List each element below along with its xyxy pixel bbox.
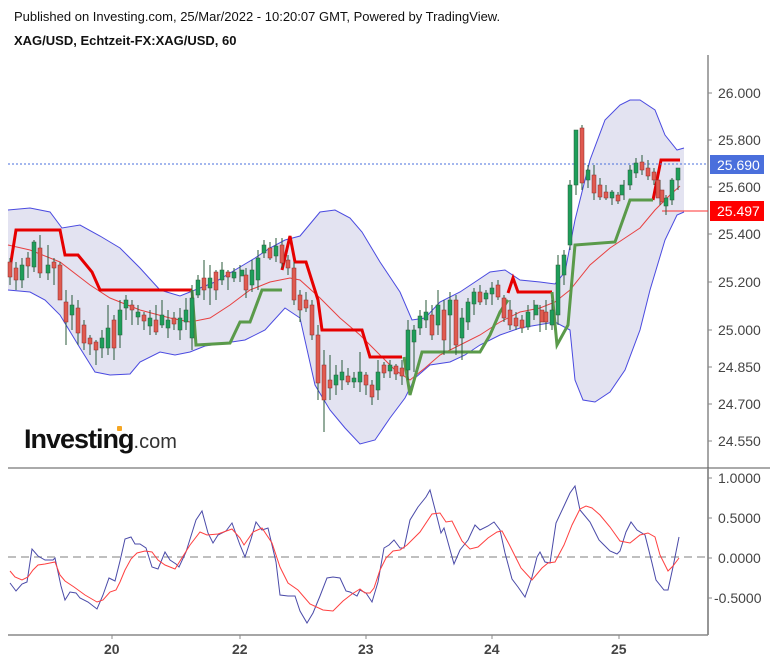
investing-logo: Investing.com [24,424,177,455]
price-tick: 24.700 [718,396,761,412]
oscillator-tick: 0.5000 [718,510,761,526]
price-tick: 25.400 [718,226,761,242]
time-tick: 20 [104,641,120,657]
stop-line-green-3 [550,198,653,350]
stop-line-green-2 [402,299,510,396]
stop-line-red-1 [8,228,192,292]
logo-accent-dot [117,426,122,431]
bollinger-band-fill [8,100,684,444]
candles [7,125,681,432]
symbol-title: XAG/USD, Echtzeit-FX:XAG/USD, 60 [14,33,237,48]
published-caption: Published on Investing.com, 25/Mar/2022 … [14,9,501,24]
current-price-badge: 25.690 [710,155,764,174]
oscillator-axis: 1.0000 0.5000 0.0000 -0.5000 [707,468,762,635]
bollinger-upper [7,99,685,321]
stop-line-green-1 [190,288,282,347]
price-tick: 24.850 [718,359,761,375]
oscillator-fast-line [9,484,680,624]
price-tick: 25.200 [718,274,761,290]
bollinger-basis [7,185,681,381]
oscillator-tick: 0.0000 [718,550,761,566]
price-tick: 25.600 [718,179,761,195]
stop-level-badge: 25.497 [710,201,764,221]
stop-line-red-3 [506,273,552,294]
price-tick: 26.000 [718,85,761,101]
time-tick: 23 [358,641,374,657]
time-tick: 25 [611,641,627,657]
time-tick: 22 [232,641,248,657]
svg-text:25.690: 25.690 [717,157,760,173]
time-axis: 20 22 23 24 25 [104,635,627,657]
logo-main-text: Investing [24,424,135,454]
svg-text:25.497: 25.497 [717,203,760,219]
oscillator-slow-line [9,505,680,612]
logo-suffix: .com [133,431,177,453]
price-tick: 24.550 [718,433,761,449]
time-tick: 24 [484,641,500,657]
oscillator-tick: 1.0000 [718,470,761,486]
price-tick: 25.800 [718,132,761,148]
stop-line-red-4 [651,158,680,201]
bollinger-lower [7,211,685,445]
stop-line-red-2 [280,235,402,359]
oscillator-tick: -0.5000 [714,590,762,606]
price-tick: 25.000 [718,322,761,338]
price-axis: 26.000 25.800 25.600 25.400 25.200 25.00… [708,85,761,449]
